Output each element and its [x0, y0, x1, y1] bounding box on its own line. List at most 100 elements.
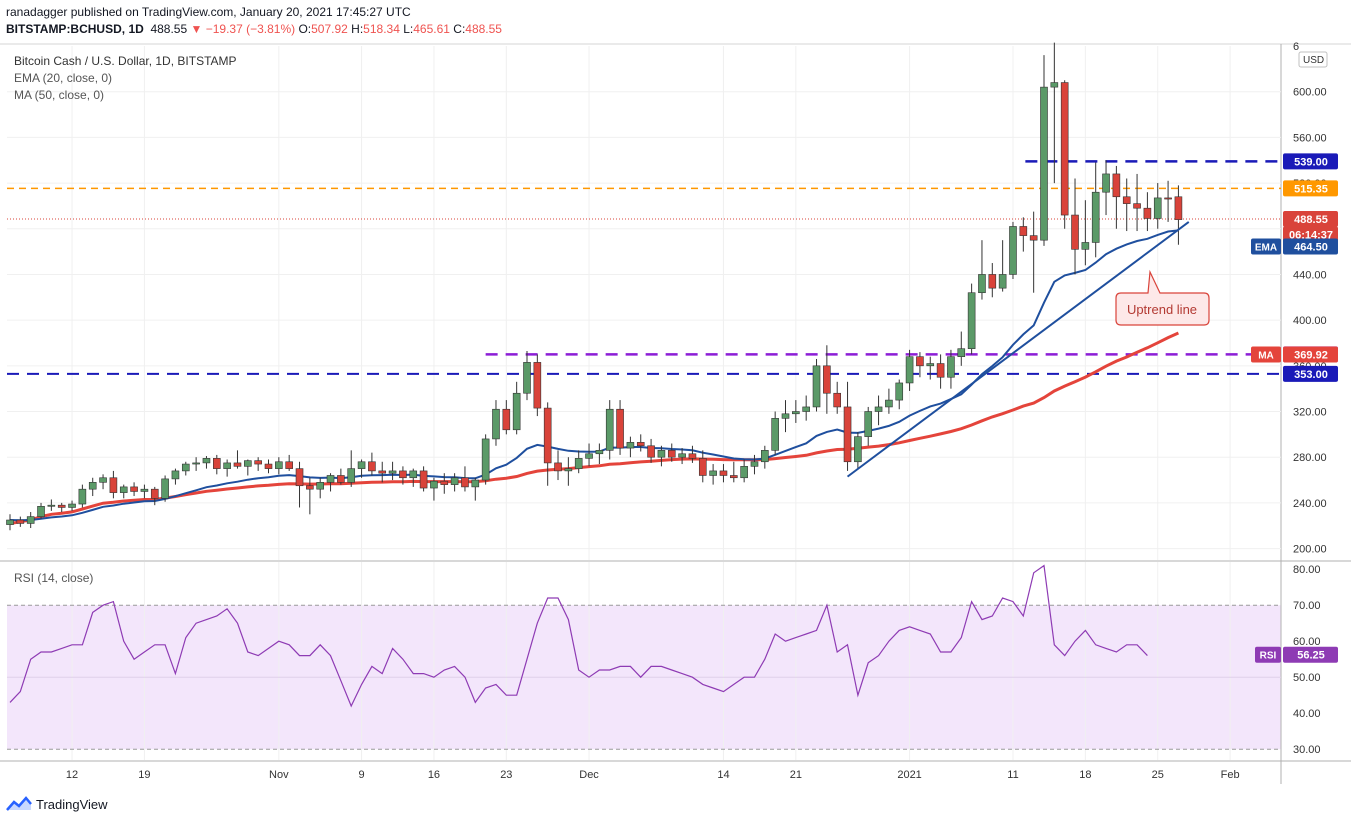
candle-body	[388, 470, 397, 474]
candle-body	[1050, 82, 1059, 88]
chart-title[interactable]: Bitcoin Cash / U.S. Dollar, 1D, BITSTAMP	[14, 54, 237, 68]
candle-body	[750, 461, 759, 467]
price-axis-label-bg	[1283, 153, 1338, 170]
candle-body	[657, 450, 666, 458]
candle-body	[1081, 242, 1090, 250]
price-change: ▼ −19.37 (−3.81%)	[190, 22, 296, 36]
price-tick-label: 200.00	[1293, 544, 1327, 556]
candle-body	[709, 470, 717, 476]
candle-body	[595, 450, 604, 455]
candle-body	[223, 462, 231, 469]
close-value: 488.55	[465, 22, 502, 36]
candle-body	[792, 411, 800, 415]
candle-body	[647, 445, 655, 458]
price-axis-label-bg	[1283, 238, 1338, 255]
candle-body	[264, 463, 273, 469]
price-tick-label: 280.00	[1293, 452, 1327, 464]
ma-50-line	[9, 331, 1180, 526]
candle-body	[998, 274, 1007, 289]
price-tick-label: 600.00	[1293, 87, 1327, 99]
indicator-tag-bg	[1251, 238, 1281, 255]
candle-body	[874, 406, 883, 412]
candle-body	[1133, 203, 1141, 209]
candle-body	[1153, 197, 1162, 219]
candle-body	[1071, 214, 1079, 250]
candle-body	[698, 458, 707, 476]
candle-body	[409, 470, 418, 479]
candle-body	[26, 516, 35, 524]
price-axis-label-bg	[1283, 210, 1338, 227]
high-label: H:	[351, 22, 364, 36]
candle-body	[326, 475, 335, 483]
price-tick-label: 240.00	[1293, 498, 1327, 510]
candle-body	[936, 363, 945, 378]
candle-body	[244, 460, 252, 467]
candle-body	[213, 458, 221, 469]
time-tick-label: 21	[790, 769, 802, 781]
candle-body	[471, 479, 480, 488]
candle-body	[1009, 226, 1017, 275]
candle-body	[771, 418, 779, 451]
candle-body	[564, 468, 573, 472]
tradingview-brand[interactable]: TradingView	[6, 796, 108, 812]
candle-body	[833, 392, 842, 408]
candle-body	[440, 480, 449, 485]
candle-body	[885, 399, 893, 408]
price-axis-label: 539.00	[1294, 156, 1328, 168]
time-tick-label: 23	[500, 769, 512, 781]
rsi-tick-label: 70.00	[1293, 600, 1321, 612]
price-axis-label: 515.35	[1294, 183, 1328, 195]
currency-label: USD	[1303, 55, 1324, 66]
price-tick-label: 320.00	[1293, 407, 1327, 419]
price-axis-label: 464.50	[1294, 241, 1328, 253]
candle-body	[957, 348, 966, 357]
candle-body	[285, 461, 293, 469]
candle-body	[88, 482, 97, 490]
rsi-tick-label: 30.00	[1293, 744, 1321, 756]
candle-body	[119, 486, 128, 493]
candle-body	[740, 466, 748, 479]
price-axis-label: 369.92	[1294, 349, 1328, 361]
candle-body	[357, 461, 366, 469]
candle-body	[554, 462, 562, 472]
time-tick-label: 9	[358, 769, 364, 781]
rsi-tick-label: 60.00	[1293, 636, 1321, 648]
ema-legend[interactable]: EMA (20, close, 0)	[14, 71, 113, 85]
candle-body	[978, 274, 986, 294]
candle-body	[523, 362, 531, 394]
candle-body	[68, 503, 76, 508]
rsi-legend[interactable]: RSI (14, close)	[14, 571, 94, 585]
ohlc-line: BITSTAMP:BCHUSD, 1D 488.55 ▼ −19.37 (−3.…	[6, 22, 502, 36]
candle-body	[192, 462, 200, 465]
candle-body	[1091, 191, 1100, 243]
candle-body	[16, 519, 25, 524]
price-axis-label-bg	[1283, 365, 1338, 382]
candle-body	[1060, 82, 1069, 216]
rsi-axis-label-bg	[1283, 646, 1338, 663]
last-price: 488.55	[150, 22, 188, 36]
rsi-tag: RSI	[1260, 651, 1277, 662]
candle-body	[761, 450, 769, 463]
price-tick-label: 440.00	[1293, 269, 1327, 281]
candle-body	[823, 365, 831, 394]
candle-body	[1102, 173, 1110, 193]
candle-body	[781, 413, 790, 419]
candle-body	[378, 470, 387, 474]
price-tick-label: 400.00	[1293, 315, 1327, 327]
candle-body	[626, 442, 635, 449]
candle-body	[854, 436, 862, 463]
ma-legend[interactable]: MA (50, close, 0)	[14, 88, 105, 102]
candle-body	[1122, 196, 1131, 204]
rsi-tag-bg	[1255, 646, 1281, 663]
candle-body	[533, 362, 542, 409]
indicator-tag: MA	[1258, 350, 1274, 361]
candle-body	[812, 365, 821, 408]
candle-body	[905, 356, 914, 384]
candle-body	[616, 408, 624, 449]
candle-body	[181, 463, 190, 472]
candle-body	[1029, 235, 1038, 241]
candle-body	[99, 477, 107, 483]
publisher-line: ranadagger published on TradingView.com,…	[6, 5, 411, 19]
candle-body	[916, 356, 924, 367]
